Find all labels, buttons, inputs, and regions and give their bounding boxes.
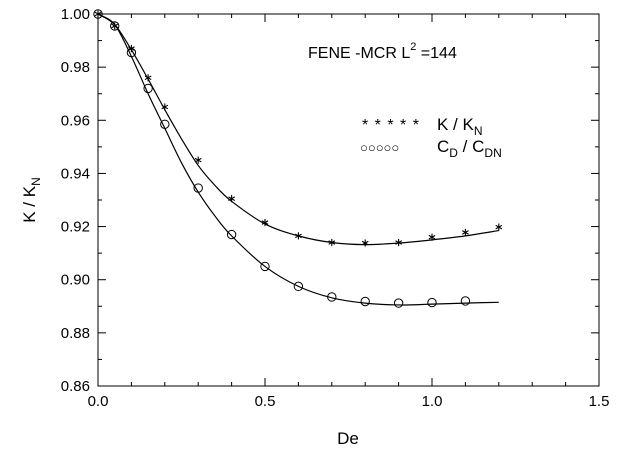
y-tick-label: 1.00 xyxy=(61,6,90,23)
y-axis-label-subscript: N xyxy=(29,177,43,186)
cd-ratio-point xyxy=(126,47,137,58)
legend-label-k-sub: N xyxy=(474,124,483,138)
cd-ratio-point xyxy=(460,296,471,306)
y-tick-label: 0.86 xyxy=(61,378,90,395)
series-layer xyxy=(93,9,503,308)
cd-ratio-point xyxy=(143,83,153,94)
y-tick-label: 0.88 xyxy=(61,325,90,342)
k-ratio-point xyxy=(495,223,503,231)
legend-label-k: K / KN xyxy=(437,115,483,138)
y-tick-label: 0.92 xyxy=(61,219,90,236)
cd-ratio-point xyxy=(110,21,120,31)
x-tick-label: 0.0 xyxy=(88,393,109,410)
y-tick-label: 0.94 xyxy=(61,165,90,182)
cd-ratio-point xyxy=(160,119,170,129)
legend-markers-cd: ○○○○○ xyxy=(360,140,399,155)
y-tick-label: 0.96 xyxy=(61,112,90,129)
k-ratio-point xyxy=(395,238,402,247)
legend-label-cd: CD / CDN xyxy=(437,137,502,160)
legend-markers-k: * * * * * xyxy=(362,117,420,134)
model-annotation: FENE -MCR L2 =144 xyxy=(308,41,457,62)
k-ratio-point xyxy=(295,232,302,240)
k-ratio-point xyxy=(261,218,269,227)
annotation-superscript: 2 xyxy=(410,41,416,53)
y-tick-label: 0.90 xyxy=(61,272,90,289)
y-axis-ticks: 0.86 0.88 0.90 0.92 0.94 0.96 0.98 1.00 xyxy=(61,6,599,395)
x-axis-ticks: 0.0 0.5 1.0 1.5 xyxy=(88,14,610,410)
cd-ratio-point xyxy=(93,9,103,19)
x-tick-label: 0.5 xyxy=(255,393,276,410)
k-ratio-point xyxy=(462,228,469,237)
plot-frame xyxy=(97,13,600,387)
x-axis-label: De xyxy=(337,429,359,448)
cd-ratio-point xyxy=(226,229,237,240)
cd-ratio-point xyxy=(260,261,270,272)
cd-ratio-point xyxy=(193,183,203,193)
y-axis-label: K / KN xyxy=(20,177,43,223)
k-ratio-point xyxy=(428,233,436,241)
cd-ratio-point xyxy=(360,296,370,307)
cd-ratio-curve xyxy=(97,13,499,306)
legend-label-cd-sub1: D xyxy=(449,146,458,160)
legend: * * * * * K / KN ○○○○○ CD / CDN xyxy=(360,115,502,160)
k-ratio-point xyxy=(161,103,169,111)
cd-ratio-point xyxy=(427,297,437,308)
k-ratio-point xyxy=(228,195,235,203)
y-tick-label: 0.98 xyxy=(61,59,90,76)
x-tick-label: 1.5 xyxy=(589,393,610,410)
legend-label-cd-sub2: DN xyxy=(484,146,501,160)
cd-ratio-point xyxy=(293,281,304,292)
cd-ratio-point xyxy=(327,292,337,302)
k-ratio-point xyxy=(144,74,152,82)
cd-ratio-point xyxy=(393,298,404,308)
k-ratio-point xyxy=(328,238,336,247)
k-ratio-point xyxy=(194,156,202,164)
x-tick-label: 1.0 xyxy=(422,393,443,410)
k-ratio-point xyxy=(361,239,369,247)
